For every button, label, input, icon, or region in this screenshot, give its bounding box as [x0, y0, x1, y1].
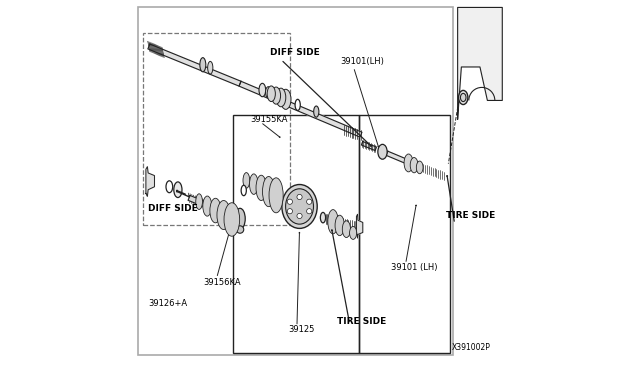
- Ellipse shape: [241, 185, 246, 196]
- Ellipse shape: [410, 157, 418, 173]
- Polygon shape: [188, 196, 216, 211]
- Circle shape: [224, 208, 232, 215]
- Polygon shape: [386, 151, 408, 164]
- Polygon shape: [148, 44, 241, 86]
- Polygon shape: [356, 214, 363, 238]
- Ellipse shape: [314, 106, 319, 117]
- Ellipse shape: [349, 226, 356, 240]
- Ellipse shape: [217, 201, 230, 230]
- Ellipse shape: [210, 198, 221, 223]
- Text: TIRE SIDE: TIRE SIDE: [337, 317, 386, 326]
- Ellipse shape: [417, 161, 423, 174]
- Ellipse shape: [216, 202, 231, 224]
- Ellipse shape: [200, 58, 206, 72]
- Ellipse shape: [276, 88, 286, 107]
- Ellipse shape: [235, 208, 245, 229]
- Polygon shape: [458, 7, 502, 119]
- Ellipse shape: [267, 86, 275, 102]
- Ellipse shape: [224, 203, 239, 236]
- Circle shape: [307, 199, 312, 204]
- Ellipse shape: [328, 209, 338, 234]
- Ellipse shape: [207, 61, 213, 74]
- Circle shape: [232, 213, 239, 220]
- Ellipse shape: [460, 93, 466, 102]
- Text: TIRE SIDE: TIRE SIDE: [447, 211, 496, 220]
- Ellipse shape: [459, 90, 468, 105]
- Bar: [143, 33, 291, 225]
- Polygon shape: [213, 203, 242, 224]
- Circle shape: [220, 214, 227, 221]
- Bar: [138, 7, 453, 355]
- Ellipse shape: [269, 178, 283, 213]
- Ellipse shape: [243, 173, 250, 188]
- Ellipse shape: [174, 182, 182, 198]
- Ellipse shape: [256, 175, 266, 201]
- Ellipse shape: [282, 185, 317, 228]
- Circle shape: [307, 209, 312, 214]
- Circle shape: [297, 194, 302, 199]
- Text: 39101(LH): 39101(LH): [340, 57, 385, 66]
- Ellipse shape: [203, 196, 212, 216]
- Circle shape: [287, 209, 292, 214]
- Ellipse shape: [271, 87, 280, 104]
- Text: 39125: 39125: [289, 325, 315, 334]
- Circle shape: [297, 213, 302, 219]
- Bar: [232, 115, 359, 353]
- Polygon shape: [146, 167, 154, 196]
- Text: DIFF SIDE: DIFF SIDE: [148, 204, 198, 213]
- Ellipse shape: [335, 215, 344, 236]
- Ellipse shape: [321, 212, 326, 223]
- Polygon shape: [362, 141, 376, 151]
- Text: 39126+A: 39126+A: [148, 299, 188, 308]
- Text: 39155KA: 39155KA: [250, 115, 287, 124]
- Circle shape: [236, 226, 244, 233]
- Ellipse shape: [285, 189, 314, 224]
- Ellipse shape: [378, 144, 387, 159]
- Ellipse shape: [262, 177, 275, 207]
- Ellipse shape: [295, 99, 300, 110]
- Circle shape: [287, 199, 292, 204]
- Bar: [359, 115, 450, 353]
- Text: DIFF SIDE: DIFF SIDE: [270, 48, 319, 57]
- Ellipse shape: [280, 89, 291, 109]
- Ellipse shape: [166, 181, 173, 193]
- Ellipse shape: [196, 194, 202, 209]
- Polygon shape: [239, 81, 362, 137]
- Ellipse shape: [250, 174, 258, 194]
- Ellipse shape: [259, 83, 266, 97]
- Ellipse shape: [404, 154, 413, 172]
- Text: 39101 (LH): 39101 (LH): [390, 263, 437, 272]
- Ellipse shape: [266, 87, 271, 98]
- Ellipse shape: [342, 221, 351, 237]
- Text: X391002P: X391002P: [452, 343, 491, 352]
- Text: 39156KA: 39156KA: [203, 278, 241, 287]
